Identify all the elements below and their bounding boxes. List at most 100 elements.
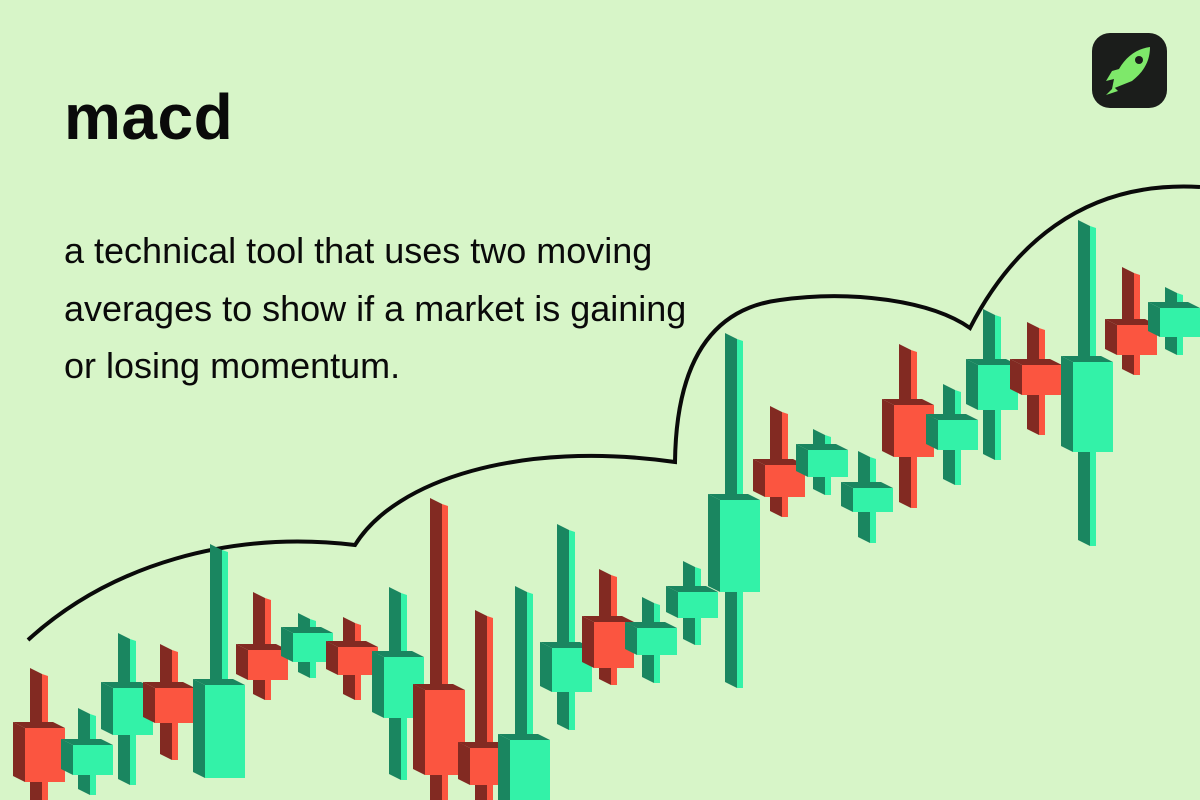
candle-body-side [625,622,637,655]
candle-body-side [498,734,510,800]
candle-body-top [796,444,848,450]
page-title: macd [64,81,234,153]
app-logo [1092,33,1167,108]
bearish-candle [143,644,195,760]
candle-body [338,647,378,675]
candle-body-top [582,616,634,622]
candle-body-top [841,482,893,488]
candle-body-side [61,739,73,775]
candle-body-top [1010,359,1062,365]
bullish-candle [625,597,677,683]
candle-body-side [326,641,338,675]
bearish-candle [13,668,65,800]
candle-body-top [193,679,245,685]
bullish-candle [926,384,978,485]
candle-body-top [753,459,805,465]
bullish-candle [841,451,893,543]
candle-body-side [966,359,978,410]
candle-body [637,628,677,655]
bullish-candle [966,309,1018,460]
candle-body-top [413,684,465,690]
bearish-candle [1010,322,1062,435]
candle-body-top [236,644,288,650]
bullish-candle [1148,287,1200,355]
candle-body-side [841,482,853,512]
candle-body-side [796,444,808,477]
candle-body-top [926,414,978,420]
candle-body [1022,365,1062,395]
candle-body-top [13,722,65,728]
bearish-candle [326,617,378,700]
candle-body-side [236,644,248,680]
candle-body-top [498,734,550,740]
candle-body-top [1061,356,1113,362]
candle-body [425,690,465,775]
candle-body-side [540,642,552,692]
candle-body-side [926,414,938,450]
candle-body-side [101,682,113,735]
candle-wick-side [557,524,569,730]
bullish-candle [372,587,424,780]
bullish-candle [666,561,718,645]
bullish-candle [796,429,848,495]
candle-body-side [708,494,720,592]
candle-body-side [458,742,470,785]
rocket-icon [1106,47,1150,95]
candle-body-top [143,682,195,688]
candle-body-side [1105,319,1117,355]
candle-body-top [966,359,1018,365]
candle-body-side [413,684,425,775]
candle-body [765,465,805,497]
candle-body-top [61,739,113,745]
candle-body-top [101,682,153,688]
candle-body [853,488,893,512]
bearish-candle [413,498,465,800]
candle-body-side [372,651,384,718]
candle-body [25,728,65,782]
candle-body [510,740,550,800]
candle-body [594,622,634,668]
candle-body-side [1010,359,1022,395]
candle-body-top [625,622,677,628]
trend-curve [26,184,1200,642]
candle-body-top [666,586,718,592]
candle-body [978,365,1018,410]
candle-body [1160,308,1200,337]
candle-body-side [1148,302,1160,337]
candle-body-side [753,459,765,497]
description-text: a technical tool that uses two moving av… [64,230,687,386]
bullish-candle [193,544,245,778]
candle-wick [569,530,575,730]
bearish-candle [582,569,634,685]
candle-body-top [458,742,510,748]
candle-body [678,592,718,618]
candle-body-side [582,616,594,668]
candle-body-side [1061,356,1073,452]
candle-body [205,685,245,778]
candle-body [248,650,288,680]
candle-body [293,633,333,662]
candle-body-top [1105,319,1157,325]
bullish-candle [61,708,113,795]
candle-body [894,405,934,457]
candle-body-side [882,399,894,457]
candle-body [73,745,113,775]
candle-body-side [281,627,293,662]
bullish-candle [281,613,333,678]
bearish-candle [882,344,934,508]
candle-body-side [666,586,678,618]
candle-body [720,500,760,592]
bullish-candle [708,333,760,688]
candle-body-top [540,642,592,648]
candle-body-side [13,722,25,782]
bearish-candle [236,592,288,700]
bearish-candle [753,406,805,517]
bullish-candle [1061,220,1113,546]
candle-body-top [1148,302,1200,308]
candle-body-top [882,399,934,405]
candle-body [1117,325,1157,355]
candle-body-side [143,682,155,723]
candle-body [1073,362,1113,452]
candle-body-top [372,651,424,657]
